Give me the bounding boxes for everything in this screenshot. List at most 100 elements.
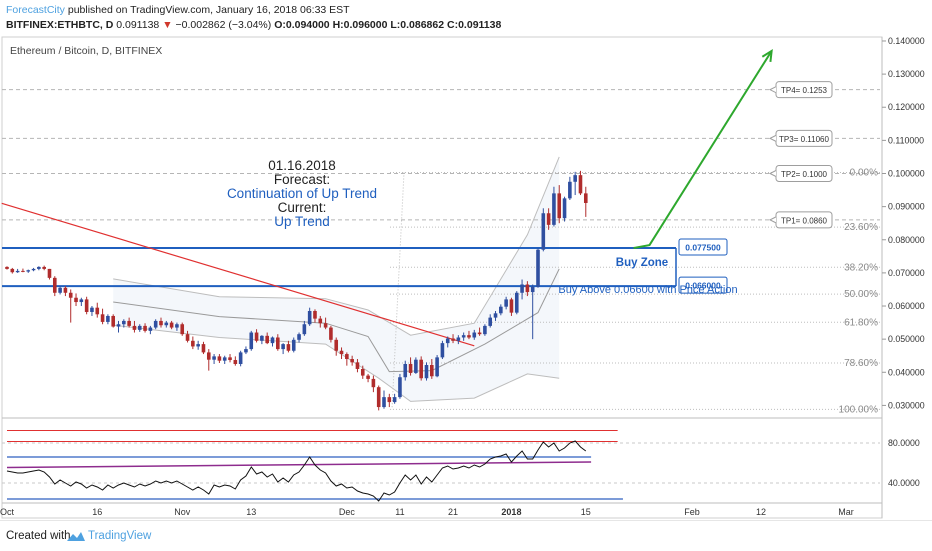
candle (37, 266, 41, 269)
forecast-arrow (633, 50, 773, 250)
target-label-3: TP2= 0.1000 (781, 170, 828, 179)
low-value: L:0.086862 (390, 19, 445, 31)
candle (137, 325, 142, 330)
candle (573, 175, 577, 182)
candle (191, 340, 195, 347)
candle (546, 213, 551, 225)
symbol-line: BITFINEX:ETHBTC, D 0.091138 ▼ −0.002862 … (6, 19, 501, 31)
price-tick-label-1: 0.130000 (888, 69, 925, 79)
candle (472, 332, 477, 338)
buy-above-label: Buy Above 0.06600 with Price Action (558, 284, 737, 296)
author-link[interactable]: ForecastCity (6, 4, 65, 16)
candle (244, 349, 248, 353)
price-tick-label-11: 0.030000 (888, 400, 925, 410)
chart-title: Ethereum / Bitcoin, D, BITFINEX (10, 45, 162, 57)
target-label-1: TP4= 0.1253 (781, 86, 828, 95)
price-tick-label-0: 0.140000 (888, 36, 925, 46)
candle (440, 343, 445, 358)
candle (116, 324, 121, 327)
candle (132, 325, 137, 330)
time-tick-label-8: 15 (581, 507, 591, 517)
down-arrow-icon: ▼ (162, 19, 173, 31)
candle (467, 335, 471, 338)
time-tick-label-0: Oct (0, 507, 14, 517)
candle (159, 320, 163, 326)
created-with-label: Created with (6, 530, 71, 542)
candle (281, 344, 285, 350)
current-label: Current: (278, 200, 327, 215)
close-value: C:0.091138 (447, 19, 502, 31)
time-tick-label-2: Nov (174, 507, 191, 517)
zone-label-1: 0.066000 (685, 281, 721, 291)
candle (366, 375, 370, 379)
target-pointer-2 (768, 134, 777, 142)
fib-label-0: 0.00% (850, 168, 878, 179)
candle (10, 268, 15, 273)
bollinger-upper (113, 156, 560, 336)
candle (260, 335, 264, 341)
candle (318, 318, 323, 324)
candle (493, 313, 498, 318)
price-change: −0.002862 (−3.04%) (175, 19, 272, 31)
candle (557, 193, 562, 219)
candle (15, 270, 20, 273)
candle (568, 181, 572, 199)
candle (382, 397, 386, 408)
candle (106, 315, 110, 322)
rsi-purple-line (6, 461, 592, 469)
candle (520, 284, 524, 293)
candle (111, 315, 115, 327)
candle (233, 360, 238, 364)
candle (297, 334, 301, 340)
candle (47, 268, 52, 278)
candle (355, 362, 360, 369)
candle (63, 287, 68, 293)
candle (175, 324, 179, 328)
candle (212, 356, 216, 360)
candle (307, 310, 312, 325)
candle (153, 320, 158, 328)
candle (42, 266, 46, 269)
candle (206, 352, 211, 360)
target-pointer-3 (768, 170, 777, 177)
price-tick-label-2: 0.120000 (888, 102, 925, 112)
symbol-name: BITFINEX:ETHBTC, D (6, 19, 114, 31)
candle (31, 268, 36, 271)
candle (435, 357, 439, 377)
candle (514, 292, 519, 313)
chart-canvas[interactable]: Ethereum / Bitcoin, D, BITFINEX TP4= 0.1… (0, 34, 932, 520)
candle (84, 299, 89, 312)
rsi-level-label-0: 80.0000 (888, 438, 920, 448)
candle (562, 198, 567, 219)
candle (249, 332, 254, 350)
forecast-date: 01.16.2018 (268, 158, 336, 173)
candle (90, 307, 94, 312)
tradingview-link[interactable]: TradingView (88, 530, 152, 542)
forecast-value: Continuation of Up Trend (227, 186, 377, 201)
candle (445, 338, 450, 344)
candle (477, 332, 482, 335)
candle (291, 339, 296, 351)
candle (578, 175, 583, 194)
candle (254, 332, 259, 341)
candle (430, 364, 434, 377)
candle (334, 339, 339, 351)
time-tick-label-7: 2018 (501, 507, 521, 517)
price-tick-label-10: 0.040000 (888, 367, 925, 377)
candle (286, 344, 291, 351)
price-tick-label-4: 0.100000 (888, 168, 925, 178)
time-tick-label-9: Feb (684, 507, 700, 517)
candle (222, 357, 227, 361)
candle (530, 286, 535, 293)
time-tick-label-6: 21 (448, 507, 458, 517)
candle (403, 363, 408, 378)
candle (371, 378, 376, 388)
candle (398, 377, 402, 398)
price-tick-label-9: 0.050000 (888, 334, 925, 344)
candle (164, 322, 169, 326)
candle (58, 287, 62, 293)
target-pointer-1 (768, 86, 777, 94)
candle (265, 335, 269, 344)
candle (499, 306, 503, 314)
candle (509, 299, 514, 313)
